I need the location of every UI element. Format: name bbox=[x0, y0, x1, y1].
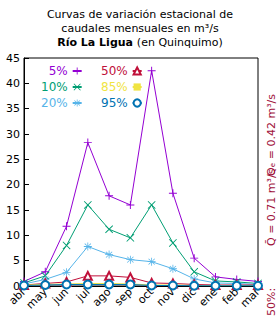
svg-text:40: 40 bbox=[6, 77, 20, 90]
svg-text:mar: mar bbox=[237, 285, 263, 311]
svg-text:Río La Ligua: Río La Ligua bbox=[57, 36, 137, 49]
svg-text:10%: 10% bbox=[41, 80, 68, 94]
svg-text:5%: 5% bbox=[49, 64, 68, 78]
svg-text:20%: 20% bbox=[41, 96, 68, 110]
svg-text:ago: ago bbox=[90, 285, 114, 309]
svg-text:35: 35 bbox=[6, 102, 20, 115]
svg-text:may: may bbox=[23, 285, 50, 312]
svg-text:ene: ene bbox=[196, 285, 221, 310]
svg-text:45: 45 bbox=[6, 52, 20, 65]
svg-text:5: 5 bbox=[13, 254, 20, 267]
svg-text:Q̄ = 0.71 m³/s: Q̄ = 0.71 m³/s bbox=[265, 168, 278, 246]
svg-text:jul: jul bbox=[74, 285, 93, 304]
svg-text:85%: 85% bbox=[101, 80, 128, 94]
svg-text:95%: 95% bbox=[101, 96, 128, 110]
svg-text:caudales mensuales en m³/s: caudales mensuales en m³/s bbox=[61, 22, 219, 35]
svg-text:50%: 50% bbox=[101, 64, 128, 78]
svg-text:15: 15 bbox=[6, 204, 20, 217]
svg-text:feb: feb bbox=[219, 285, 242, 307]
svg-text:dic: dic bbox=[178, 285, 199, 306]
svg-text:oct: oct bbox=[135, 285, 157, 307]
svg-text:20: 20 bbox=[6, 178, 20, 191]
svg-text:25: 25 bbox=[6, 153, 20, 166]
svg-text:sep: sep bbox=[112, 285, 135, 309]
svg-text:30: 30 bbox=[6, 128, 20, 141]
svg-text:Qₑ = 0.42 m³/s: Qₑ = 0.42 m³/s bbox=[265, 94, 278, 176]
svg-text:nov: nov bbox=[154, 285, 178, 309]
svg-text:Curvas de variación estacional: Curvas de variación estacional de bbox=[47, 8, 233, 21]
svg-text:(en Quinquimo): (en Quinquimo) bbox=[137, 36, 223, 49]
svg-text:50%:: 50%: bbox=[265, 288, 278, 316]
svg-text:jun: jun bbox=[49, 285, 72, 307]
svg-text:abr: abr bbox=[6, 285, 29, 308]
svg-text:10: 10 bbox=[6, 229, 20, 242]
